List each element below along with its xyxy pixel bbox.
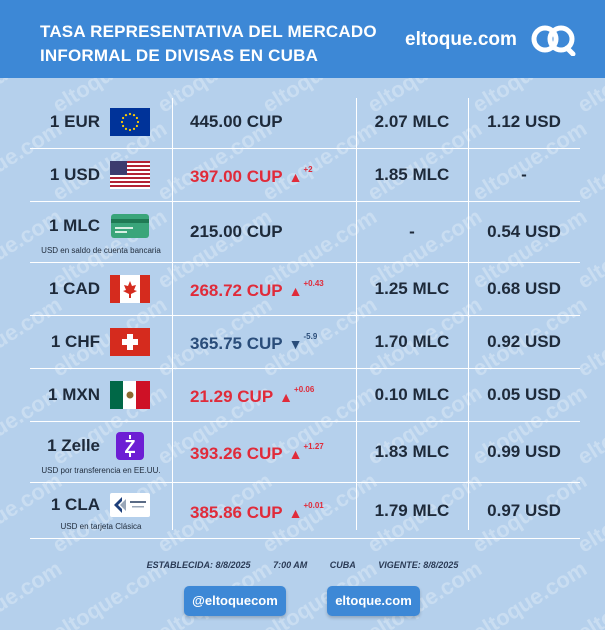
header-bar: TASA REPRESENTATIVA DEL MERCADO INFORMAL… <box>0 0 605 78</box>
mlc-card-icon <box>111 214 149 238</box>
column-divider <box>356 98 357 530</box>
cup-rate-value: 445.00 CUP <box>190 112 283 131</box>
cup-rate-value: 21.29 CUP <box>190 387 274 406</box>
table-row: 1 MXN 21.29 CUP ▲+0.06 0.10 MLC 0.05 USD <box>30 369 580 422</box>
currency-note: USD en saldo de cuenta bancaria <box>41 246 161 255</box>
currency-code: 1 CAD <box>48 279 100 298</box>
currency-note: USD por transferencia en EE.UU. <box>41 466 161 475</box>
cup-rate-cell: 397.00 CUP ▲+2 <box>190 165 313 187</box>
cup-rate-cell: 268.72 CUP ▲+0.43 <box>190 279 324 301</box>
eu-flag-icon <box>110 108 150 136</box>
cup-rate-cell: 21.29 CUP ▲+0.06 <box>190 385 314 407</box>
currency-cell: 1 MLC USD en saldo de cuenta bancaria <box>30 202 172 262</box>
location: CUBA <box>329 560 356 570</box>
rate-change: -5.9 <box>303 332 318 341</box>
currency-cell: 1 EUR <box>30 96 172 148</box>
rate-change: +0.43 <box>303 279 324 288</box>
mlc-rate-cell: 1.85 MLC <box>374 165 450 184</box>
cup-rate-cell: 393.26 CUP ▲+1.27 <box>190 442 324 464</box>
title-line-2: INFORMAL DE DIVISAS EN CUBA <box>40 46 319 65</box>
table-row: 1 USD 397.00 CUP ▲+2 1.85 MLC - <box>30 149 580 202</box>
social-handle-button[interactable]: @eltoquecom <box>184 586 286 616</box>
column-divider <box>172 98 173 530</box>
swiss-flag-icon <box>110 328 150 356</box>
trend-up-icon: ▲ <box>288 283 303 299</box>
cup-rate-cell: 215.00 CUP <box>190 222 283 242</box>
cup-rate-value: 365.75 CUP <box>190 334 283 353</box>
table-row: 1 CAD 268.72 CUP ▲+0.43 1.25 MLC 0.68 USD <box>30 263 580 316</box>
cup-rate-value: 385.86 CUP <box>190 502 283 522</box>
rate-change: +0.01 <box>303 500 324 510</box>
established-time: 7:00 AM <box>273 560 308 570</box>
currency-cell: 1 CAD <box>30 263 172 315</box>
mexico-flag-icon <box>110 381 150 409</box>
mlc-rate-cell: 1.25 MLC <box>374 279 450 298</box>
trend-up-icon: ▲ <box>288 169 303 185</box>
mlc-rate-cell: 0.10 MLC <box>374 385 450 404</box>
currency-code: 1 Zelle <box>47 436 100 455</box>
currency-cell: 1 CLA USD en tarjeta Clásica <box>30 483 172 538</box>
table-row: 1 MLC USD en saldo de cuenta bancaria 215.… <box>30 202 580 263</box>
cup-rate-cell: 365.75 CUP ▼-5.9 <box>190 332 317 354</box>
us-flag-icon <box>110 161 150 189</box>
usd-rate-cell: 0.54 USD <box>487 222 561 241</box>
title-line-1: TASA REPRESENTATIVA DEL MERCADO <box>40 22 377 41</box>
cup-rate-value: 393.26 CUP <box>190 444 283 463</box>
currency-code: 1 CHF <box>50 332 100 351</box>
eltoque-logo-icon <box>531 25 576 56</box>
currency-code: 1 EUR <box>49 112 100 131</box>
table-row: 1 EUR 445.00 CUP 2.07 MLC 1.12 USD <box>30 96 580 149</box>
svg-text:Z: Z <box>125 437 136 457</box>
canada-flag-icon <box>110 275 150 303</box>
mlc-rate-cell: 2.07 MLC <box>374 112 450 131</box>
cup-rate-value: 397.00 CUP <box>190 167 283 186</box>
page-title: TASA REPRESENTATIVA DEL MERCADO INFORMAL… <box>40 20 390 68</box>
mlc-rate-cell: 1.70 MLC <box>374 332 450 351</box>
footer-info: ESTABLECIDA: 8/8/2025 7:00 AM CUBA VIGEN… <box>0 560 605 570</box>
cup-rate-cell: 445.00 CUP <box>190 112 283 132</box>
column-divider <box>468 98 469 530</box>
rate-change: +1.27 <box>303 442 324 451</box>
mlc-rate-cell: 1.79 MLC <box>374 500 450 520</box>
usd-rate-cell: - <box>521 165 527 184</box>
mlc-rate-cell: 1.83 MLC <box>374 442 450 461</box>
cup-rate-cell: 385.86 CUP ▲+0.01 <box>190 501 324 523</box>
rate-change: +2 <box>303 165 313 174</box>
valid-date: VIGENTE: 8/8/2025 <box>378 560 459 570</box>
usd-rate-cell: 1.12 USD <box>487 112 561 131</box>
currency-cell: 1 Zelle Z USD por transferencia en EE.UU. <box>30 422 172 482</box>
cup-rate-value: 215.00 CUP <box>190 222 283 241</box>
currency-code: 1 USD <box>49 165 100 184</box>
table-row: 1 CLA USD en tarjeta Clásica 385.86 CUP ▲+0… <box>30 483 580 539</box>
usd-rate-cell: 0.05 USD <box>487 385 561 404</box>
trend-up-icon: ▲ <box>288 446 303 462</box>
currency-cell: 1 MXN <box>30 369 172 421</box>
zelle-logo-icon: Z <box>116 432 144 460</box>
usd-rate-cell: 0.92 USD <box>487 332 561 351</box>
currency-code: 1 MLC <box>49 216 100 235</box>
currency-cell: 1 CHF <box>30 316 172 368</box>
currency-note: USD en tarjeta Clásica <box>60 522 142 531</box>
brand-name: eltoque.com <box>405 29 517 50</box>
rates-table: 1 EUR 445.00 CUP 2.07 MLC 1.12 USD 1 USD 397.… <box>30 96 580 539</box>
trend-down-icon: ▼ <box>288 336 303 352</box>
website-button[interactable]: eltoque.com <box>327 586 420 616</box>
clasica-card-icon <box>110 492 150 517</box>
trend-up-icon: ▲ <box>288 504 303 521</box>
usd-rate-cell: 0.68 USD <box>487 279 561 298</box>
currency-code: 1 CLA <box>50 494 100 514</box>
trend-up-icon: ▲ <box>279 389 294 405</box>
usd-rate-cell: 0.97 USD <box>487 500 561 520</box>
table-row: 1 CHF 365.75 CUP ▼-5.9 1.70 MLC 0.92 USD <box>30 316 580 369</box>
mlc-rate-cell: - <box>409 222 415 241</box>
usd-rate-cell: 0.99 USD <box>487 442 561 461</box>
currency-cell: 1 USD <box>30 149 172 201</box>
currency-code: 1 MXN <box>48 385 100 404</box>
established-date: ESTABLECIDA: 8/8/2025 <box>146 560 251 570</box>
table-row: 1 Zelle Z USD por transferencia en EE.UU. 3… <box>30 422 580 483</box>
rate-change: +0.06 <box>294 385 315 394</box>
cup-rate-value: 268.72 CUP <box>190 281 283 300</box>
